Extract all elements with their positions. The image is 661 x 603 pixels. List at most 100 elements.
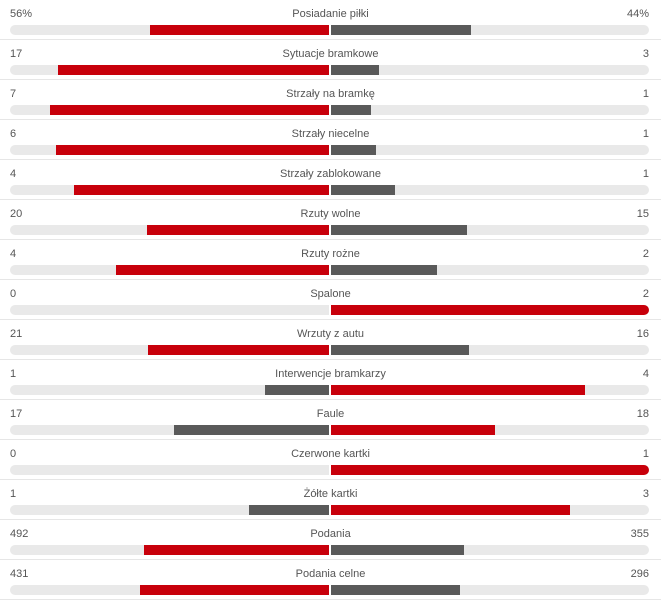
away-bar-fill xyxy=(331,385,586,395)
stat-row: Interwencje bramkarzy 1 4 xyxy=(0,360,661,400)
away-value: 296 xyxy=(630,568,649,580)
away-value: 355 xyxy=(630,528,649,540)
home-value: 17 xyxy=(10,48,23,60)
stat-row: Rzuty rożne 4 2 xyxy=(0,240,661,280)
home-value: 4 xyxy=(10,248,17,260)
stat-row: Strzały na bramkę 7 1 xyxy=(0,80,661,120)
home-bar-track xyxy=(10,185,329,195)
home-value: 7 xyxy=(10,88,17,100)
stat-label: Rzuty wolne xyxy=(300,208,361,220)
away-bar-track xyxy=(331,505,649,515)
away-bar-track xyxy=(331,385,649,395)
stat-label: Rzuty rożne xyxy=(301,248,360,260)
home-bar-track xyxy=(10,425,329,435)
away-bar-fill xyxy=(331,305,649,315)
away-bar-fill xyxy=(331,345,469,355)
stat-row: Wrzuty z autu 21 16 xyxy=(0,320,661,360)
home-bar-fill xyxy=(174,425,329,435)
stat-label: Czerwone kartki xyxy=(291,448,370,460)
home-bar-track xyxy=(10,25,329,35)
home-value: 1 xyxy=(10,488,17,500)
home-bar-fill xyxy=(139,585,329,595)
away-bar-fill xyxy=(331,585,461,595)
stat-label: Strzały zablokowane xyxy=(280,168,381,180)
stat-label: Strzały niecelne xyxy=(291,128,370,140)
away-value: 16 xyxy=(636,328,649,340)
home-bar-track xyxy=(10,345,329,355)
away-value: 1 xyxy=(642,168,649,180)
home-bar-track xyxy=(10,265,329,275)
away-bar-fill xyxy=(331,105,371,115)
home-value: 20 xyxy=(10,208,23,220)
home-bar-track xyxy=(10,105,329,115)
away-bar-track xyxy=(331,105,649,115)
stat-row: Rzuty wolne 20 15 xyxy=(0,200,661,240)
home-bar-fill xyxy=(116,265,329,275)
home-value: 1 xyxy=(10,368,17,380)
stat-row: Faule 17 18 xyxy=(0,400,661,440)
away-bar-fill xyxy=(331,265,437,275)
stat-label: Wrzuty z autu xyxy=(296,328,365,340)
home-bar-fill xyxy=(55,145,329,155)
stat-label: Interwencje bramkarzy xyxy=(275,368,386,380)
away-value: 3 xyxy=(642,488,649,500)
away-bar-track xyxy=(331,465,649,475)
away-value: 4 xyxy=(642,368,649,380)
away-bar-fill xyxy=(331,465,649,475)
away-bar-track xyxy=(331,545,649,555)
stat-row: Posiadanie piłki 56% 44% xyxy=(0,0,661,40)
home-bar-fill xyxy=(49,105,329,115)
home-bar-fill xyxy=(73,185,329,195)
away-bar-track xyxy=(331,65,649,75)
home-value: 56% xyxy=(10,8,33,20)
away-value: 2 xyxy=(642,248,649,260)
stat-row: Podania celne 431 296 xyxy=(0,560,661,600)
away-bar-fill xyxy=(331,545,465,555)
home-value: 4 xyxy=(10,168,17,180)
away-value: 3 xyxy=(642,48,649,60)
home-value: 21 xyxy=(10,328,23,340)
away-bar-track xyxy=(331,145,649,155)
home-bar-track xyxy=(10,305,329,315)
away-bar-track xyxy=(331,185,649,195)
home-value: 17 xyxy=(10,408,23,420)
away-bar-fill xyxy=(331,25,471,35)
home-value: 6 xyxy=(10,128,17,140)
home-bar-track xyxy=(10,145,329,155)
away-value: 1 xyxy=(642,88,649,100)
stat-label: Spalone xyxy=(310,288,351,300)
away-bar-track xyxy=(331,265,649,275)
away-bar-fill xyxy=(331,65,379,75)
home-bar-track xyxy=(10,585,329,595)
stat-label: Posiadanie piłki xyxy=(292,8,369,20)
stat-row: Żółte kartki 1 3 xyxy=(0,480,661,520)
home-value: 492 xyxy=(10,528,29,540)
away-value: 1 xyxy=(642,448,649,460)
stat-row: Spalone 0 2 xyxy=(0,280,661,320)
stat-row: Strzały niecelne 6 1 xyxy=(0,120,661,160)
home-bar-track xyxy=(10,545,329,555)
home-value: 0 xyxy=(10,448,17,460)
home-bar-fill xyxy=(265,385,329,395)
away-bar-track xyxy=(331,25,649,35)
away-value: 44% xyxy=(626,8,649,20)
stat-label: Sytuacje bramkowe xyxy=(282,48,379,60)
stat-label: Strzały na bramkę xyxy=(286,88,375,100)
home-bar-track xyxy=(10,505,329,515)
away-value: 1 xyxy=(642,128,649,140)
home-value: 431 xyxy=(10,568,29,580)
stat-row: Strzały zablokowane 4 1 xyxy=(0,160,661,200)
away-bar-fill xyxy=(331,145,377,155)
home-bar-track xyxy=(10,225,329,235)
home-bar-fill xyxy=(249,505,329,515)
stat-row: Sytuacje bramkowe 17 3 xyxy=(0,40,661,80)
stat-label: Podania celne xyxy=(295,568,366,580)
stat-label: Faule xyxy=(316,408,345,420)
home-bar-fill xyxy=(143,545,329,555)
away-bar-fill xyxy=(331,425,495,435)
away-bar-track xyxy=(331,585,649,595)
home-bar-fill xyxy=(147,345,329,355)
away-bar-fill xyxy=(331,185,395,195)
away-value: 18 xyxy=(636,408,649,420)
